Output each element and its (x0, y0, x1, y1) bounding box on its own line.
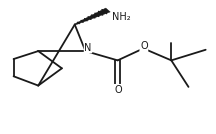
Text: O: O (114, 85, 122, 95)
Text: N: N (84, 43, 92, 53)
Text: O: O (140, 41, 148, 51)
Text: NH₂: NH₂ (112, 12, 130, 22)
Polygon shape (74, 8, 110, 25)
